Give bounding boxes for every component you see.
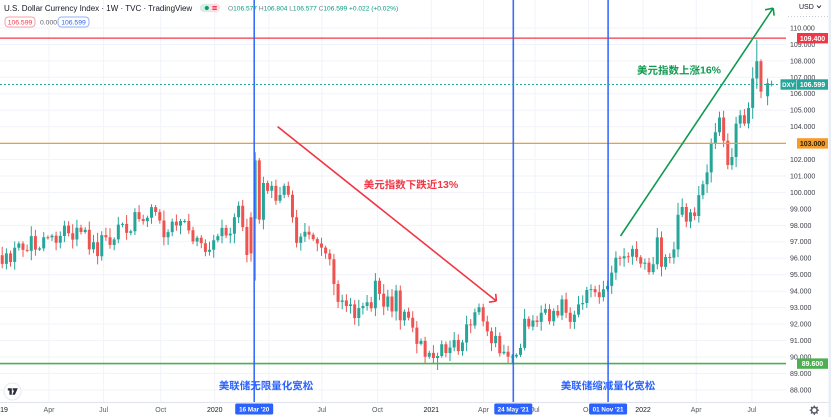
svg-text:106.599: 106.599 <box>8 19 33 26</box>
svg-text:O106.577 H106.804 L106.577 C10: O106.577 H106.804 L106.577 C106.599 +0.0… <box>228 6 398 13</box>
svg-text:USD: USD <box>799 4 814 11</box>
svg-text:109.400: 109.400 <box>800 36 825 43</box>
svg-text:106.000: 106.000 <box>790 91 815 98</box>
svg-text:2020: 2020 <box>207 407 223 414</box>
svg-text:97.000: 97.000 <box>790 239 812 246</box>
svg-text:16 Mar '20: 16 Mar '20 <box>239 407 270 414</box>
svg-text:0.000: 0.000 <box>40 19 57 26</box>
svg-text:105.000: 105.000 <box>790 108 815 115</box>
svg-text:Oct: Oct <box>583 407 594 414</box>
svg-text:101.000: 101.000 <box>790 173 815 180</box>
svg-text:109.000: 109.000 <box>790 42 815 49</box>
svg-text:2021: 2021 <box>424 407 440 414</box>
svg-text:104.000: 104.000 <box>790 124 815 131</box>
svg-text:16%: 16% <box>700 65 722 77</box>
svg-text:Jul: Jul <box>531 407 540 414</box>
svg-text:94.000: 94.000 <box>790 289 812 296</box>
svg-text:13%: 13% <box>437 179 459 191</box>
svg-text:Jul: Jul <box>747 407 756 414</box>
svg-text:90.000: 90.000 <box>790 354 812 361</box>
svg-text:Apr: Apr <box>691 407 703 414</box>
svg-text:U.S. Dollar Currency Index · 1: U.S. Dollar Currency Index · 1W · TVC · … <box>4 4 192 13</box>
svg-text:Jul: Jul <box>317 407 326 414</box>
svg-text:Apr: Apr <box>478 407 490 414</box>
svg-text:108.000: 108.000 <box>790 58 815 65</box>
svg-text:01 Nov '21: 01 Nov '21 <box>593 407 624 414</box>
svg-text:Oct: Oct <box>372 407 383 414</box>
svg-text:24 May '21: 24 May '21 <box>498 407 530 414</box>
svg-text:93.000: 93.000 <box>790 305 812 312</box>
svg-text:103.000: 103.000 <box>800 141 825 148</box>
svg-text:DXY: DXY <box>782 82 796 89</box>
svg-text:89.000: 89.000 <box>790 371 812 378</box>
svg-text:Oct: Oct <box>155 407 166 414</box>
svg-text:107.000: 107.000 <box>790 75 815 82</box>
svg-text:92.000: 92.000 <box>790 322 812 329</box>
svg-text:95.000: 95.000 <box>790 272 812 279</box>
svg-text:91.000: 91.000 <box>790 338 812 345</box>
svg-text:99.000: 99.000 <box>790 206 812 213</box>
svg-text:89.600: 89.600 <box>802 361 824 368</box>
svg-text:96.000: 96.000 <box>790 256 812 263</box>
svg-text:106.599: 106.599 <box>61 19 86 26</box>
svg-text:2022: 2022 <box>635 407 651 414</box>
svg-text:110.000: 110.000 <box>790 25 815 32</box>
svg-text:102.000: 102.000 <box>790 157 815 164</box>
svg-text:Apr: Apr <box>44 407 56 414</box>
svg-text:19: 19 <box>0 407 8 414</box>
svg-text:106.599: 106.599 <box>800 82 825 89</box>
svg-text:Jul: Jul <box>99 407 108 414</box>
svg-text:100.000: 100.000 <box>790 190 815 197</box>
svg-text:98.000: 98.000 <box>790 223 812 230</box>
svg-text:88.000: 88.000 <box>790 387 812 394</box>
